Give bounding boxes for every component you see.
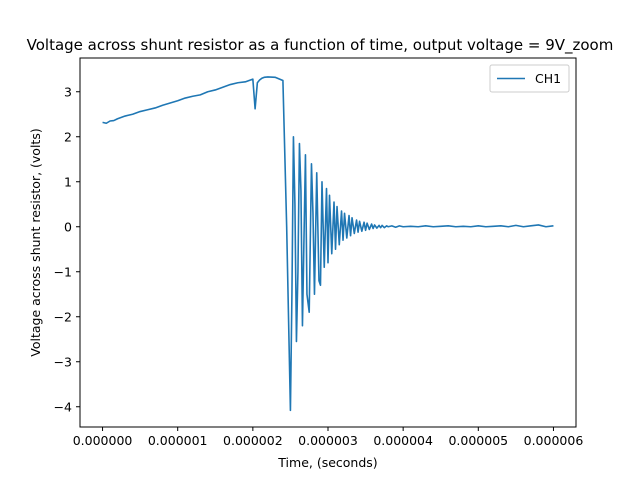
plot-area [102, 76, 554, 412]
axis-ticks: 0.000000 0.000001 0.000002 0.000003 0.000004… [54, 84, 584, 448]
x-axis-label: Time, (seconds) [277, 455, 377, 470]
y-tick-label: −2 [54, 309, 72, 324]
chart-title: Voltage across shunt resistor as a funct… [27, 36, 614, 55]
x-tick-label: 0.000005 [448, 433, 508, 448]
x-tick-label: 0.000004 [373, 433, 433, 448]
series-line-ch1 [102, 76, 554, 412]
y-tick-label: −1 [54, 264, 72, 279]
plot-frame [79, 57, 577, 428]
x-tick-label: 0.000001 [148, 433, 208, 448]
y-tick-label: 1 [64, 174, 72, 189]
x-tick-label: 0.000006 [524, 433, 584, 448]
y-tick-label: −3 [54, 354, 72, 369]
x-tick-label: 0.000000 [73, 433, 133, 448]
x-tick-label: 0.000003 [298, 433, 358, 448]
y-tick-label: 0 [64, 219, 72, 234]
legend: CH1 [489, 64, 570, 93]
x-tick-label: 0.000002 [223, 433, 283, 448]
y-tick-label: −4 [54, 399, 72, 414]
y-tick-label: 2 [64, 129, 72, 144]
legend-label-ch1: CH1 [535, 71, 561, 86]
legend-box [489, 64, 570, 93]
y-axis-label: Voltage across shunt resistor, (volts) [28, 128, 43, 356]
y-tick-label: 3 [64, 84, 72, 99]
